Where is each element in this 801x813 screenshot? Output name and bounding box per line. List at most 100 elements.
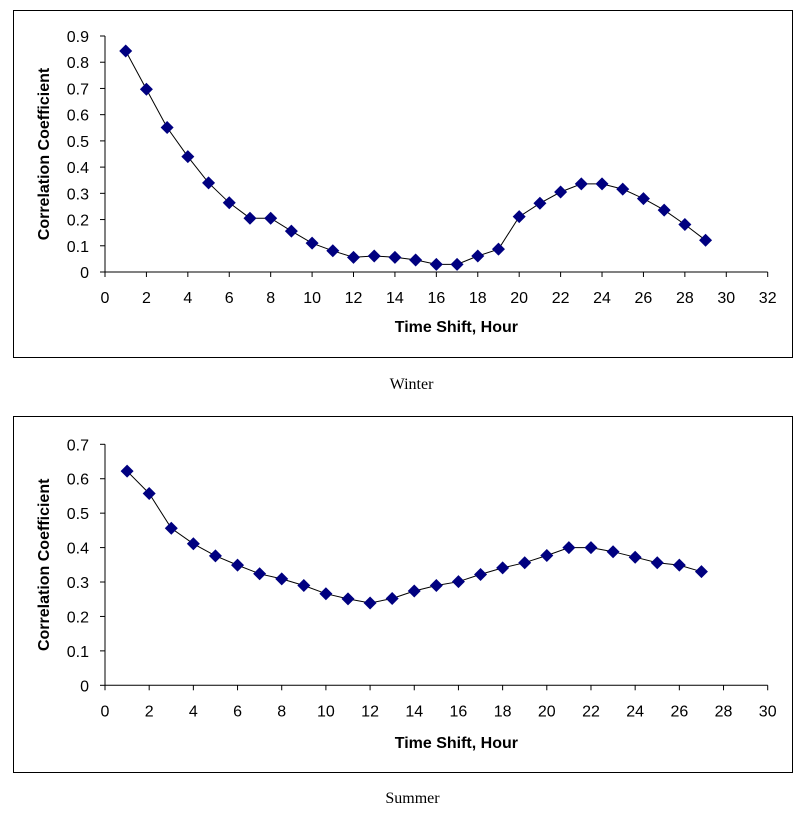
winter-x-tick-label: 6 <box>225 290 234 307</box>
winter-data-point <box>512 210 526 224</box>
winter-data-point <box>326 244 340 258</box>
summer-data-point <box>628 550 642 564</box>
winter-x-tick-label: 2 <box>142 290 151 307</box>
winter-data-point <box>595 177 609 191</box>
winter-data-point <box>119 44 133 58</box>
winter-data-point <box>243 211 257 225</box>
winter-data-point <box>367 249 381 263</box>
summer-data-point <box>319 587 333 601</box>
winter-y-tick-label: 0.1 <box>67 239 89 256</box>
winter-x-tick-label: 26 <box>635 290 653 307</box>
winter-x-tick-label: 32 <box>759 290 777 307</box>
winter-data-point <box>636 192 650 206</box>
winter-x-tick-label: 22 <box>552 290 570 307</box>
summer-data-point <box>451 575 465 589</box>
summer-data-point <box>297 578 311 592</box>
winter-data-point <box>554 185 568 199</box>
winter-y-tick-label: 0.5 <box>67 134 89 151</box>
summer-x-tick-label: 10 <box>317 703 335 720</box>
winter-data-point <box>160 121 174 135</box>
summer-data-point <box>474 567 488 581</box>
winter-data-point <box>305 236 319 250</box>
summer-x-tick-label: 28 <box>715 703 733 720</box>
summer-x-tick-label: 8 <box>277 703 286 720</box>
summer-x-tick-label: 26 <box>670 703 688 720</box>
winter-x-tick-label: 4 <box>183 290 192 307</box>
summer-y-tick-label: 0.6 <box>67 472 89 489</box>
summer-data-point <box>341 592 355 606</box>
winter-y-tick-label: 0.7 <box>67 81 89 98</box>
summer-y-axis-title: Correlation Coefficient <box>36 478 53 651</box>
winter-y-tick-label: 0.6 <box>67 108 89 125</box>
summer-data-point <box>120 464 134 478</box>
summer-x-tick-label: 12 <box>361 703 379 720</box>
winter-data-point <box>284 224 298 238</box>
winter-y-tick-label: 0.8 <box>67 55 89 72</box>
summer-data-point <box>562 541 576 555</box>
summer-x-axis-title: Time Shift, Hour <box>395 735 518 752</box>
summer-y-tick-label: 0.1 <box>67 644 89 661</box>
winter-data-point <box>347 250 361 264</box>
summer-data-point <box>496 561 510 575</box>
summer-data-point <box>650 556 664 570</box>
winter-data-point <box>181 150 195 164</box>
summer-x-tick-label: 30 <box>759 703 777 720</box>
winter-x-tick-label: 20 <box>510 290 528 307</box>
summer-y-tick-label: 0.5 <box>67 506 89 523</box>
summer-y-tick-label: 0.7 <box>67 437 89 454</box>
summer-x-tick-label: 24 <box>626 703 644 720</box>
summer-data-point <box>429 578 443 592</box>
winter-y-tick-label: 0.4 <box>67 160 89 177</box>
winter-data-point <box>657 203 671 217</box>
summer-data-point <box>606 545 620 559</box>
winter-y-tick-label: 0.2 <box>67 213 89 230</box>
winter-x-tick-label: 28 <box>676 290 694 307</box>
winter-data-point <box>388 250 402 264</box>
summer-y-tick-label: 0.3 <box>67 575 89 592</box>
winter-data-point <box>222 196 236 210</box>
summer-data-point <box>518 556 532 570</box>
summer-caption: Summer <box>385 790 440 807</box>
winter-x-tick-label: 30 <box>717 290 735 307</box>
winter-x-tick-label: 18 <box>469 290 487 307</box>
summer-x-tick-label: 20 <box>538 703 556 720</box>
winter-series-line <box>125 50 706 265</box>
winter-data-point <box>471 249 485 263</box>
summer-data-point <box>672 558 686 572</box>
summer-data-point <box>186 537 200 551</box>
summer-data-point <box>231 558 245 572</box>
winter-data-point <box>616 182 630 196</box>
winter-data-point <box>491 242 505 256</box>
winter-data-point <box>409 253 423 267</box>
summer-data-point <box>694 565 708 579</box>
summer-data-point <box>385 592 399 606</box>
winter-y-tick-label: 0.9 <box>67 29 89 46</box>
winter-data-point <box>699 233 713 247</box>
winter-x-tick-label: 8 <box>266 290 275 307</box>
summer-data-point <box>540 549 554 563</box>
winter-x-tick-label: 16 <box>427 290 445 307</box>
winter-data-point <box>533 196 547 210</box>
summer-data-point <box>407 584 421 598</box>
summer-data-point <box>275 572 289 586</box>
winter-data-point <box>574 177 588 191</box>
winter-caption: Winter <box>389 376 434 393</box>
winter-x-tick-label: 24 <box>593 290 611 307</box>
summer-data-point <box>142 487 156 501</box>
winter-data-point <box>678 218 692 232</box>
summer-x-tick-label: 14 <box>405 703 423 720</box>
winter-data-point <box>202 176 216 190</box>
summer-data-point <box>253 567 267 581</box>
winter-data-point <box>264 211 278 225</box>
winter-chart-frame <box>13 10 793 358</box>
summer-x-tick-label: 18 <box>494 703 512 720</box>
summer-data-point <box>208 549 222 563</box>
winter-x-tick-label: 12 <box>345 290 363 307</box>
summer-data-point <box>164 521 178 535</box>
winter-y-tick-label: 0.3 <box>67 186 89 203</box>
summer-x-tick-label: 16 <box>450 703 468 720</box>
winter-x-axis-title: Time Shift, Hour <box>395 319 518 336</box>
summer-x-tick-label: 0 <box>101 703 110 720</box>
summer-y-tick-label: 0 <box>80 678 89 695</box>
summer-series-line <box>126 470 702 604</box>
